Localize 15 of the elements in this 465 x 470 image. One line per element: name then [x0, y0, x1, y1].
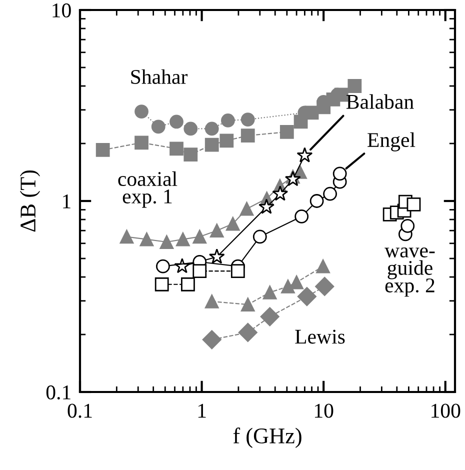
y-tick-label: 1 [63, 194, 70, 208]
y-tick-label: 0.1 [46, 385, 70, 400]
annotation: Lewis [295, 330, 345, 344]
x-tick-label: 10 [314, 404, 334, 418]
annotation: Engel [368, 132, 416, 152]
x-axis-title: f (GHz) [233, 428, 302, 448]
annotation: coaxial exp. 1 [118, 171, 178, 208]
annotation: wave- guide exp. 2 [384, 247, 435, 297]
x-tick-label: 100 [432, 404, 460, 418]
y-tick-label: 10 [52, 3, 71, 18]
annotation: Shahar [131, 69, 188, 84]
y-axis-title: ΔB (T) [20, 170, 40, 232]
annotation: Balaban [346, 94, 414, 109]
x-tick-label: 0.1 [68, 404, 92, 418]
x-tick-label: 1 [198, 404, 206, 418]
